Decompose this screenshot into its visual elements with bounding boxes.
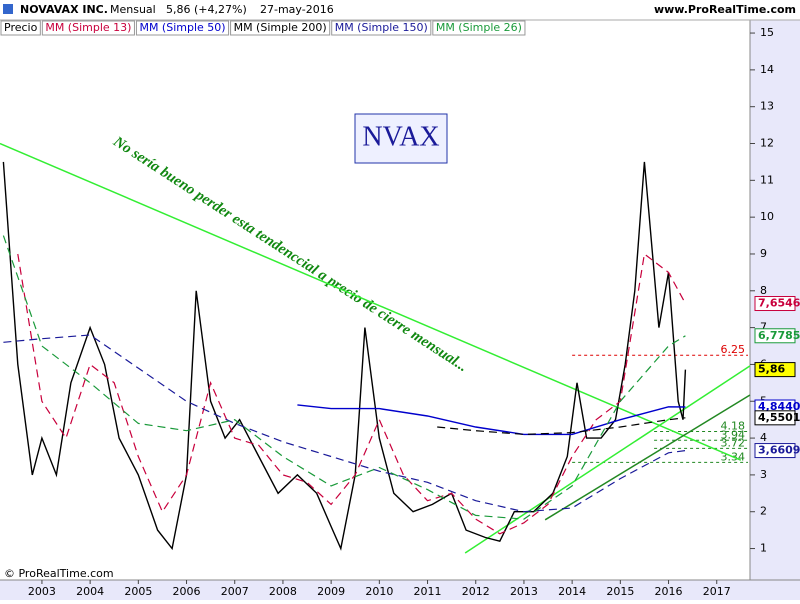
legend-label: MM (Simple 13) bbox=[45, 21, 131, 34]
legend-box bbox=[0, 20, 41, 36]
last-value-label: 4,5501 bbox=[758, 411, 800, 424]
x-tick-label: 2010 bbox=[365, 585, 393, 598]
y-tick-label: 7 bbox=[760, 321, 767, 334]
legend-box bbox=[331, 20, 432, 36]
x-tick-label: 2012 bbox=[462, 585, 490, 598]
legend-label: MM (Simple 26) bbox=[436, 21, 522, 34]
last-quote: 5,86 (+4,27%) bbox=[166, 3, 247, 16]
legend-box bbox=[135, 20, 230, 36]
series-line bbox=[2, 235, 686, 520]
legend-label: MM (Simple 150) bbox=[335, 21, 428, 34]
last-value-label: 5,86 bbox=[758, 363, 785, 376]
level-label: 3.72 bbox=[721, 436, 746, 449]
legend-box bbox=[41, 20, 135, 36]
series-line bbox=[2, 161, 687, 551]
date: 27-may-2016 bbox=[260, 3, 334, 16]
series-line bbox=[297, 404, 686, 436]
y-tick-label: 14 bbox=[760, 63, 774, 76]
x-tick-label: 2016 bbox=[655, 585, 683, 598]
x-tick-label: 2007 bbox=[221, 585, 249, 598]
series-line bbox=[17, 252, 686, 535]
y-tick-label: 8 bbox=[760, 284, 767, 297]
level-label: 3.94 bbox=[721, 428, 746, 441]
y-tick-label: 4 bbox=[760, 431, 767, 444]
trendline bbox=[544, 394, 751, 521]
y-tick-label: 12 bbox=[760, 137, 774, 150]
last-value-box bbox=[754, 328, 796, 344]
symbol-box bbox=[354, 113, 448, 164]
last-value-label: 7,6546 bbox=[758, 297, 800, 310]
last-value-box bbox=[754, 296, 796, 312]
last-value-box bbox=[754, 362, 796, 378]
y-tick-label: 9 bbox=[760, 247, 767, 260]
x-tick-label: 2014 bbox=[558, 585, 586, 598]
series-line bbox=[437, 417, 686, 436]
x-tick-label: 2013 bbox=[510, 585, 538, 598]
legend-label: MM (Simple 50) bbox=[139, 21, 225, 34]
series-line bbox=[3, 334, 686, 513]
footer: © ProRealTime.com bbox=[4, 567, 114, 580]
y-tick-label: 11 bbox=[760, 173, 774, 186]
trendline bbox=[464, 365, 751, 554]
x-tick-label: 2004 bbox=[76, 585, 104, 598]
y-tick-label: 10 bbox=[760, 210, 774, 223]
legend-label: MM (Simple 200) bbox=[234, 21, 327, 34]
legend-box bbox=[432, 20, 526, 36]
x-tick-label: 2011 bbox=[414, 585, 442, 598]
site: www.ProRealTime.com bbox=[654, 3, 796, 16]
legend-box bbox=[230, 20, 331, 36]
period: Mensual bbox=[110, 3, 156, 16]
x-tick-label: 2009 bbox=[317, 585, 345, 598]
last-value-box bbox=[754, 410, 796, 426]
last-value-label: 6,7785 bbox=[758, 329, 800, 342]
legend-label: Precio bbox=[4, 21, 38, 34]
title: NOVAVAX INC. bbox=[20, 3, 108, 16]
last-value-label: 3,6609 bbox=[758, 444, 800, 457]
x-tick-label: 2006 bbox=[173, 585, 201, 598]
x-tick-label: 2017 bbox=[703, 585, 731, 598]
x-tick-label: 2003 bbox=[28, 585, 56, 598]
header-icon bbox=[3, 4, 13, 14]
last-value-label: 4,8440 bbox=[758, 400, 800, 413]
y-tick-label: 3 bbox=[760, 468, 767, 481]
level-label: 4.18 bbox=[721, 419, 746, 432]
x-tick-label: 2005 bbox=[124, 585, 152, 598]
y-tick-label: 15 bbox=[760, 26, 774, 39]
y-tick-label: 13 bbox=[760, 100, 774, 113]
level-label: 6.25 bbox=[721, 343, 746, 356]
last-value-box bbox=[754, 443, 796, 459]
y-tick-label: 2 bbox=[760, 505, 767, 518]
x-axis-panel bbox=[0, 580, 800, 600]
y-tick-label: 1 bbox=[760, 542, 767, 555]
symbol: NVAX bbox=[362, 121, 439, 152]
x-tick-label: 2015 bbox=[606, 585, 634, 598]
x-tick-label: 2008 bbox=[269, 585, 297, 598]
